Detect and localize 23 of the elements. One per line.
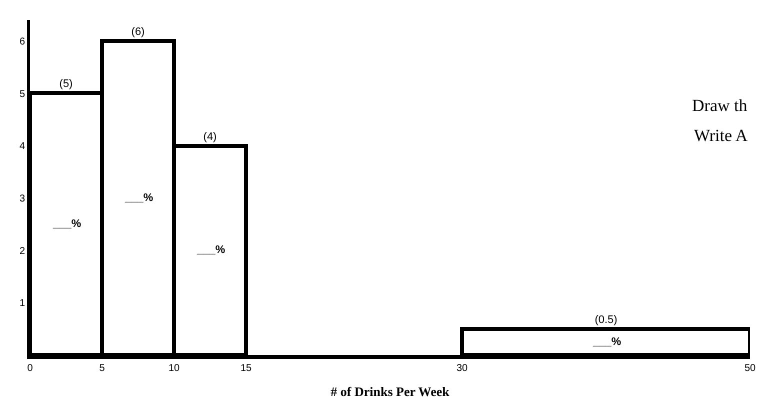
y-tick-label: 5 [19,88,26,100]
y-tick-label: 4 [19,141,26,152]
x-tick-label: 10 [168,363,180,374]
data-label: (5) [59,78,73,90]
x-tick-label: 15 [240,363,252,374]
data-label: (6) [131,26,145,38]
annotation: ___% [592,336,622,348]
y-tick-label: 6 [19,36,26,48]
x-tick-label: 5 [99,363,106,374]
annotation: ___% [52,218,82,230]
y-tick-label: 3 [19,193,26,204]
x-tick-label: 30 [456,363,468,374]
y-tick-label: 2 [19,246,26,257]
data-label: (0.5) [594,314,618,326]
data-label: (4) [203,131,217,143]
x-tick-label: 0 [27,363,34,374]
x-axis-title: # of Drinks Per Week [330,384,450,400]
x-tick-label: 50 [744,363,756,374]
annotation: Write A [694,126,748,145]
annotation: Draw th [692,96,748,115]
annotation: ___% [124,192,154,204]
y-tick-label: 1 [19,298,26,310]
annotation: ___% [196,244,226,256]
